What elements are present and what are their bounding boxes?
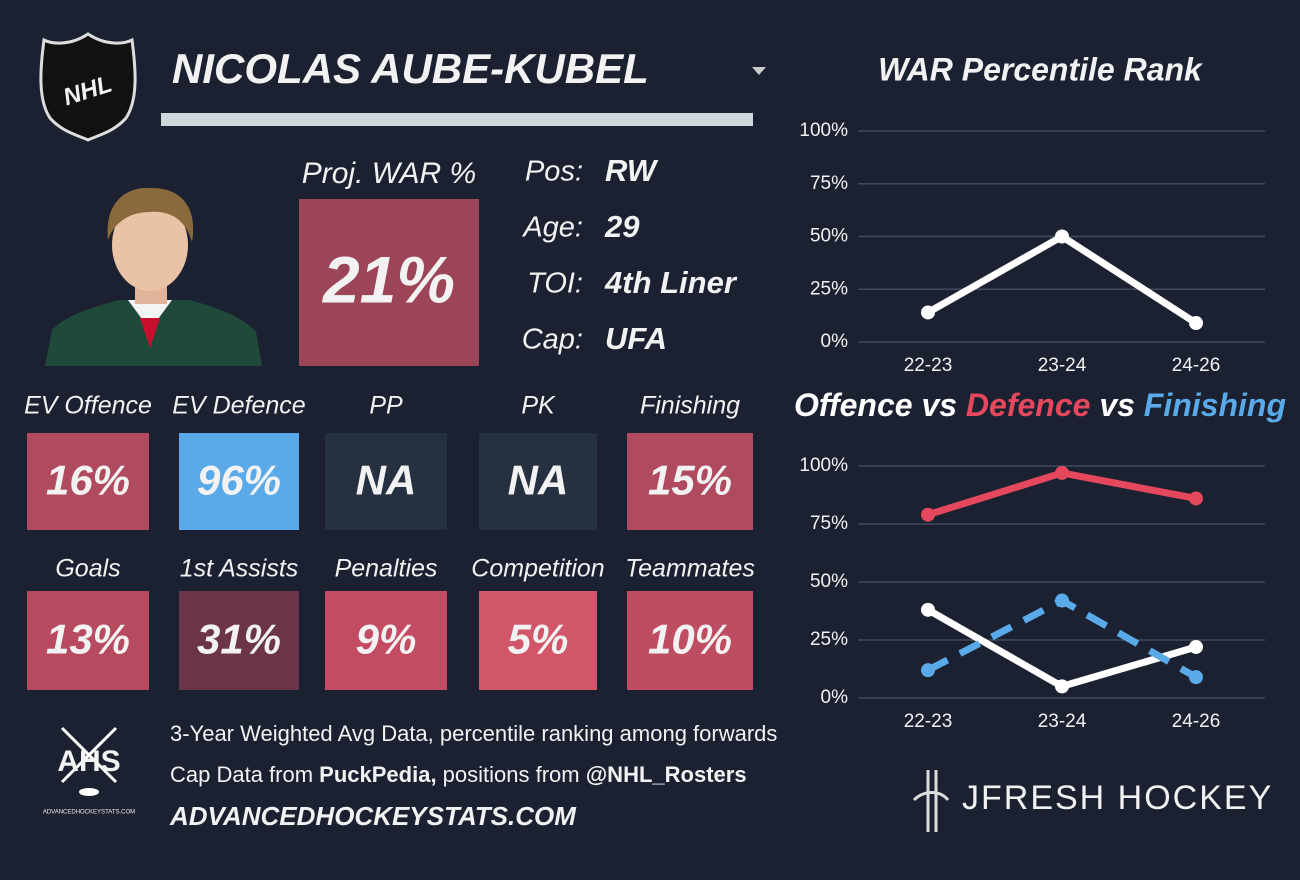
data-point — [921, 305, 935, 320]
ahs-site: ADVANCEDHOCKEYSTATS.COM — [43, 810, 135, 816]
tile — [325, 591, 447, 690]
tile-label: 1st Assists — [180, 555, 299, 583]
footer-line: 3-Year Weighted Avg Data, percentile ran… — [170, 721, 777, 746]
tile-value: NA — [508, 457, 569, 504]
data-point — [1055, 593, 1069, 608]
tile — [27, 591, 149, 690]
tile-value: 5% — [508, 616, 569, 663]
footer-text: Cap Data from — [170, 762, 319, 787]
x-tick-label: 22-23 — [904, 355, 953, 376]
data-point — [1189, 639, 1203, 654]
tile-label: EV Defence — [172, 392, 305, 420]
y-tick-label: 25% — [810, 278, 848, 299]
tile-value: 15% — [648, 457, 732, 504]
chart-title: Offence vs Defence vs Finishing — [794, 387, 1286, 423]
footer-line: Cap Data from PuckPedia, positions from … — [170, 762, 747, 787]
info-label: TOI: — [527, 268, 583, 300]
y-tick-label: 75% — [810, 173, 848, 194]
data-point — [1189, 316, 1203, 331]
x-tick-label: 24-26 — [1172, 355, 1221, 376]
ahs-text: AHS — [57, 745, 120, 778]
name-underline — [161, 113, 753, 126]
tile-value: 96% — [197, 457, 281, 504]
tile-label: Goals — [55, 555, 120, 583]
tile-value: 16% — [46, 457, 130, 504]
info-value: UFA — [605, 321, 667, 356]
tile-label: EV Offence — [24, 392, 152, 420]
projection-value: 21% — [321, 242, 455, 316]
title-separator: vs — [921, 387, 957, 423]
y-tick-label: 50% — [810, 571, 848, 592]
legend-entry: Defence — [966, 387, 1091, 423]
ahs-logo: AHS ADVANCEDHOCKEYSTATS.COM — [43, 726, 135, 816]
info-label: Cap: — [522, 324, 583, 356]
footer-text: PuckPedia, — [319, 762, 436, 787]
legend-entry: Offence — [794, 387, 913, 423]
footer-url: ADVANCEDHOCKEYSTATS.COM — [169, 801, 577, 831]
tile-value: 9% — [356, 616, 417, 663]
y-tick-label: 0% — [821, 331, 849, 352]
data-point — [921, 663, 935, 678]
data-point — [1189, 491, 1203, 506]
tile — [325, 433, 447, 530]
dropdown-arrow[interactable] — [752, 67, 766, 75]
info-value: 29 — [604, 209, 640, 244]
y-tick-label: 0% — [821, 687, 849, 708]
tile — [627, 591, 753, 690]
x-tick-label: 23-24 — [1038, 355, 1087, 376]
info-value: 4th Liner — [604, 265, 738, 300]
tile — [27, 433, 149, 530]
info-value: RW — [605, 153, 659, 188]
legend-entry: Finishing — [1144, 387, 1286, 423]
title-separator: vs — [1099, 387, 1135, 423]
data-point — [921, 507, 935, 522]
info-label: Age: — [521, 212, 583, 244]
chart-title: WAR Percentile Rank — [878, 51, 1204, 87]
tile-label: PK — [521, 392, 556, 420]
nhl-logo: NHL — [39, 32, 137, 142]
player-photo — [45, 187, 262, 366]
tile — [627, 433, 753, 530]
tile-value: NA — [356, 457, 417, 504]
tile-label: Penalties — [335, 555, 438, 583]
tile-label: PP — [369, 392, 403, 420]
info-label: Pos: — [525, 156, 583, 188]
y-tick-label: 75% — [810, 513, 848, 534]
x-tick-label: 23-24 — [1038, 711, 1087, 732]
player-name: NICOLAS AUBE-KUBEL — [172, 45, 649, 92]
jfresh-logo: JFRESH HOCKEY — [912, 770, 1273, 832]
y-tick-label: 50% — [810, 226, 848, 247]
tile — [479, 433, 597, 530]
tile — [479, 591, 597, 690]
x-tick-label: 22-23 — [904, 711, 953, 732]
tile-label: Finishing — [640, 392, 740, 420]
tile-label: Competition — [471, 555, 604, 583]
y-tick-label: 100% — [799, 455, 848, 476]
data-point — [1055, 679, 1069, 694]
projection-box — [299, 199, 479, 366]
tile-value: 10% — [648, 616, 732, 663]
y-tick-label: 100% — [799, 120, 848, 141]
data-point — [1055, 229, 1069, 244]
data-point — [921, 602, 935, 617]
brand: JFRESH HOCKEY — [962, 779, 1273, 817]
footer-text: @NHL_Rosters — [586, 762, 747, 787]
footer-text: positions from — [437, 762, 586, 787]
x-tick-label: 24-26 — [1172, 711, 1221, 732]
data-point — [1189, 670, 1203, 685]
tile-value: 13% — [46, 616, 130, 663]
tile-value: 31% — [197, 616, 281, 663]
tile — [179, 591, 299, 690]
projection-label: Proj. WAR % — [302, 157, 476, 190]
tile-label: Teammates — [625, 555, 755, 583]
tile — [179, 433, 299, 530]
data-point — [1055, 465, 1069, 480]
y-tick-label: 25% — [810, 629, 848, 650]
